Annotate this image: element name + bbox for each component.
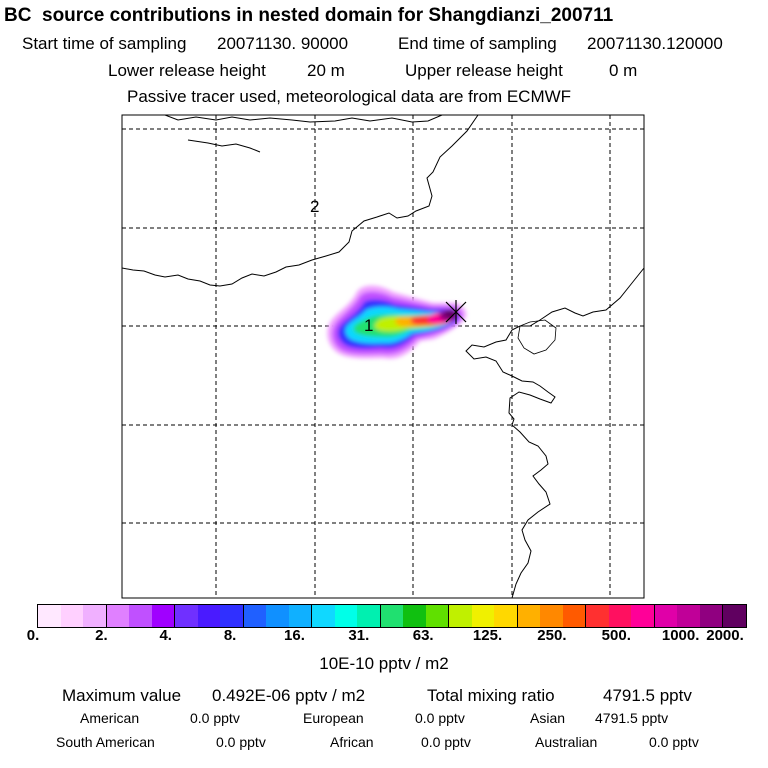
- color-scale-tick-label: 2.: [95, 627, 108, 644]
- color-scale-swatch: [540, 605, 563, 627]
- region-label-2: 2: [310, 197, 319, 216]
- tracer-plume: [327, 285, 467, 359]
- color-scale-swatch: [220, 605, 243, 627]
- lat-lon-grid: [122, 115, 644, 598]
- color-scale-swatch: [516, 605, 541, 627]
- color-scale-swatch: [562, 605, 586, 627]
- color-scale-swatch: [608, 605, 632, 627]
- region-name-american: American: [80, 710, 140, 726]
- color-scale-tick-label: 1000.: [661, 627, 700, 644]
- color-scale-swatch: [105, 605, 130, 627]
- end-time-label: End time of sampling: [398, 34, 557, 53]
- receptor-site-marker: [445, 300, 467, 324]
- lower-height-label: Lower release height: [108, 61, 266, 80]
- color-scale-tick-label: 8.: [223, 627, 237, 644]
- color-scale-swatch: [334, 605, 358, 627]
- total-mixing-value: 4791.5 pptv: [603, 686, 692, 705]
- region-value-american: 0.0 pptv: [190, 710, 240, 726]
- region-value-south-american: 0.0 pptv: [216, 734, 266, 750]
- color-scale-swatch: [83, 605, 106, 627]
- color-scale-tick-label: 2000.: [706, 627, 744, 644]
- upper-height-value: 0 m: [609, 61, 638, 80]
- color-scale-tick-label: 16.: [284, 627, 305, 644]
- region-value-asian: 4791.5 pptv: [595, 710, 669, 726]
- region-label-1: 1: [364, 316, 373, 335]
- color-scale-swatch: [722, 605, 746, 627]
- color-scale-swatch: [631, 605, 654, 627]
- region-name-african: African: [330, 734, 374, 750]
- map-frame: [121, 114, 645, 599]
- color-scale-swatch: [266, 605, 289, 627]
- color-scale-swatch: [151, 605, 175, 627]
- color-scale-swatch: [585, 605, 609, 627]
- region-value-australian: 0.0 pptv: [649, 734, 699, 750]
- region-value-european: 0.0 pptv: [415, 710, 465, 726]
- color-scale-swatch: [38, 605, 61, 627]
- color-scale-swatch: [379, 605, 404, 627]
- color-scale-tick-label: 4.: [159, 627, 172, 644]
- start-time-value: 20071130. 90000: [217, 34, 349, 53]
- color-scale-swatch: [425, 605, 449, 627]
- lower-height-value: 20 m: [307, 61, 345, 80]
- color-scale-tick-label: 125.: [472, 627, 503, 644]
- region-name-asian: Asian: [530, 710, 566, 726]
- color-scale-swatch: [242, 605, 267, 627]
- color-scale-swatch: [60, 605, 84, 627]
- color-scale-swatch: [471, 605, 495, 627]
- upper-height-label: Upper release height: [405, 61, 563, 80]
- color-scale-swatch: [653, 605, 678, 627]
- color-scale-tick-label: 250.: [537, 627, 567, 644]
- color-scale-tick-label: 31.: [348, 627, 370, 644]
- color-scale-swatch: [699, 605, 723, 627]
- color-scale-tick-label: 0.: [26, 627, 40, 644]
- color-scale-swatch: [311, 605, 335, 627]
- color-scale-unit: 10E-10 pptv / m2: [319, 654, 449, 673]
- tracer-note: Passive tracer used, meteorological data…: [127, 87, 572, 106]
- region-name-european: European: [303, 710, 364, 726]
- color-scale-swatch: [403, 605, 426, 627]
- region-name-australian: Australian: [535, 734, 598, 750]
- color-scale-swatch: [288, 605, 312, 627]
- color-scale-swatch: [357, 605, 380, 627]
- end-time-value: 20071130.120000: [587, 34, 723, 53]
- color-scale-swatch: [129, 605, 152, 627]
- color-scale-bar: [37, 604, 747, 628]
- chart-title: BC source contributions in nested domain…: [4, 5, 614, 26]
- color-scale-swatch: [197, 605, 221, 627]
- max-value-label: Maximum value: [62, 686, 182, 705]
- region-value-african: 0.0 pptv: [421, 734, 471, 750]
- total-mixing-label: Total mixing ratio: [427, 686, 555, 705]
- color-scale-tick-label: 63.: [412, 627, 434, 644]
- color-scale-swatch: [174, 605, 198, 627]
- coastlines-borders: [122, 115, 644, 598]
- max-value: 0.492E-06 pptv / m2: [212, 686, 366, 705]
- color-scale-swatch: [448, 605, 472, 627]
- color-scale-swatch: [677, 605, 700, 627]
- color-scale-tick-label: 500.: [601, 627, 631, 644]
- region-name-south-american: South American: [56, 734, 155, 750]
- color-scale-swatch: [494, 605, 517, 627]
- start-time-label: Start time of sampling: [22, 34, 187, 53]
